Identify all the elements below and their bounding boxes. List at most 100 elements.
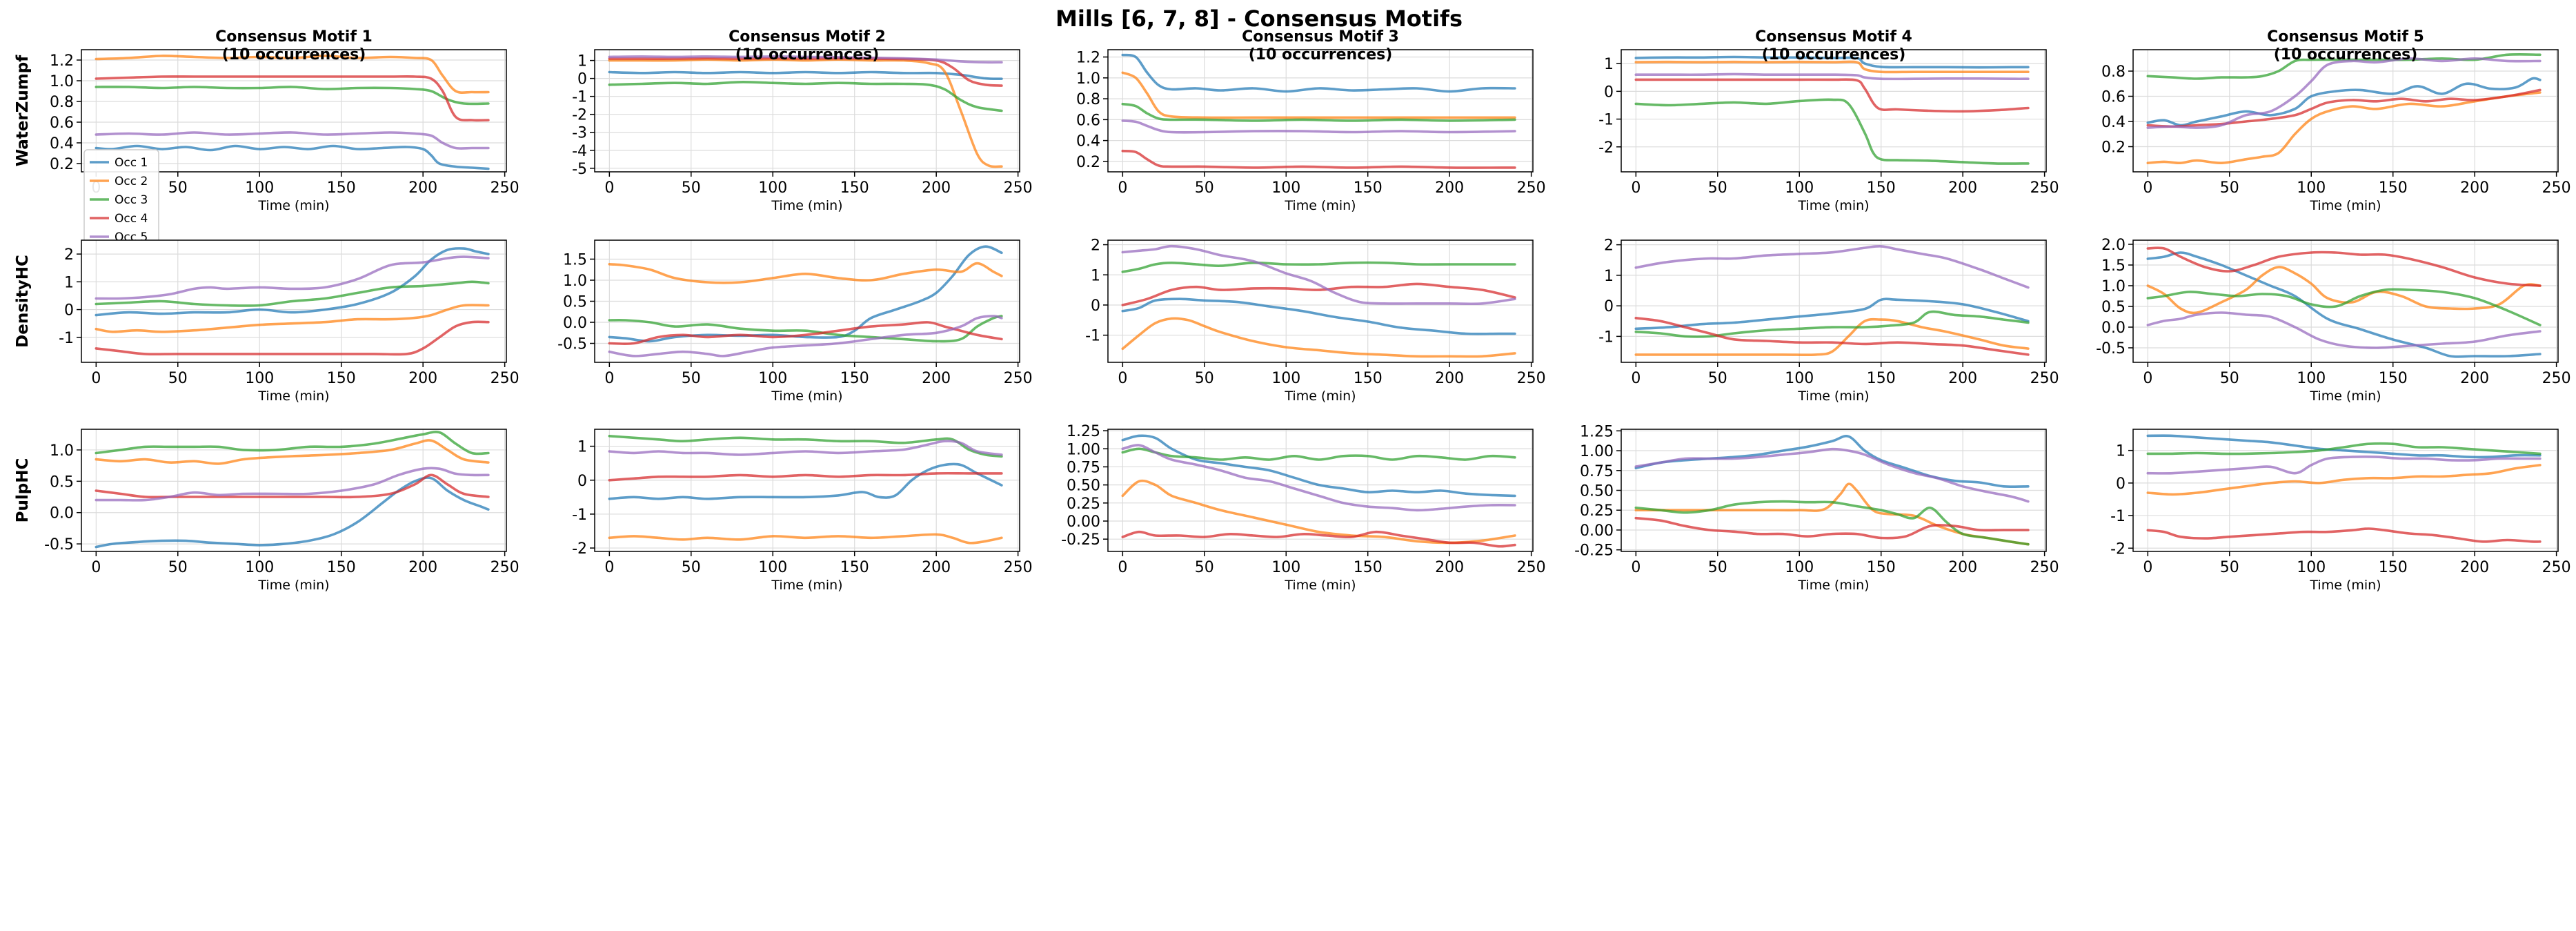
x-tick-label: 50 [1708,559,1727,576]
x-tick-label: 250 [2030,179,2059,197]
series-line-occ-1 [1121,53,1516,93]
x-tick-label: 50 [682,370,701,387]
x-tick-label: 150 [1867,559,1896,576]
y-tick-label: 0.5 [563,294,587,311]
x-tick-label: 150 [840,559,869,576]
x-tick-label: 200 [1435,559,1464,576]
x-tick-label: 250 [491,179,519,197]
x-tick-label: 200 [922,559,951,576]
x-tick-label: 100 [758,370,787,387]
y-tick-label: -1 [572,507,587,524]
subplot-r3-c4: 0 50 100 150 200 250 -0.25 0.00 0.25 0.50 0.75 1.00… [1574,423,2059,593]
x-tick-label: 200 [1948,179,1977,197]
y-tick-label: -2 [572,540,587,558]
plot-area [2133,50,2558,172]
series-line-occ-3 [608,435,1003,458]
x-tick-label: 100 [1271,559,1300,576]
series-line-occ-2 [2146,464,2542,496]
plot-area [1108,240,1533,362]
y-tick-label: 0.8 [2101,63,2126,81]
x-tick-label: 200 [1435,370,1464,387]
y-tick-label: -1 [1598,112,1614,129]
series-line-occ-5 [608,315,1003,357]
x-tick-label: 250 [1004,559,1033,576]
x-tick-label: 0 [91,559,101,576]
x-tick-label: 150 [2379,559,2408,576]
subplot-r3-c2: 0 50 100 150 200 250 -2 -1 0 1 Time (min) [572,429,1033,593]
series-line-occ-1 [95,144,490,170]
y-tick-label: 0.0 [2101,320,2126,337]
series-line-occ-3 [95,86,490,106]
x-tick-label: 100 [1785,179,1814,197]
subplot-r1-c5: 0 50 100 150 200 250 0.2 0.4 0.6 0.8 Time (min) Con… [2101,28,2571,213]
series-line-occ-2 [2146,266,2542,315]
series-line-occ-4 [2146,88,2542,128]
x-axis-label: Time (min) [1797,389,1869,404]
plot-area [1621,240,2046,362]
x-tick-label: 200 [408,179,437,197]
x-tick-label: 200 [1948,370,1977,387]
y-tick-label: 0.8 [50,94,74,111]
series-line-occ-5 [1634,447,2030,503]
x-tick-label: 100 [245,559,274,576]
y-tick-label: -0.25 [1574,542,1614,560]
y-tick-label: 0.00 [1067,513,1100,531]
series-line-occ-2 [95,55,490,94]
y-tick-label: 0 [577,473,587,490]
axes-frame [1107,49,1534,173]
y-tick-label: 1.0 [50,73,74,90]
x-tick-label: 50 [1195,370,1214,387]
x-tick-label: 250 [2542,179,2571,197]
y-tick-label: 1.0 [1076,70,1100,88]
y-tick-label: 0.2 [2101,139,2126,157]
subplot-r2-c2: 0 50 100 150 200 250 -0.5 0.0 0.5 1.0 1.5 Time (min… [557,239,1033,404]
series-line-occ-1 [2146,251,2542,358]
y-tick-label: 0.4 [50,135,74,153]
x-tick-label: 0 [604,370,614,387]
series-line-occ-3 [1634,98,2030,165]
plot-area [595,50,1020,172]
y-tick-label: -5 [572,161,587,178]
x-tick-label: 150 [1867,370,1896,387]
y-tick-label: 1.2 [1076,50,1100,67]
subplot-r1-c4: 0 50 100 150 200 250 -2 -1 0 1 Time (min) Consensus… [1598,28,2059,213]
y-axis-label: WaterZumpf [14,55,32,166]
axes-frame [594,49,1020,173]
x-axis-label: Time (min) [257,389,329,404]
series-line-occ-3 [1121,261,1516,273]
x-tick-label: 250 [1517,370,1546,387]
x-tick-label: 150 [327,179,356,197]
subplot-title: Consensus Motif 1 [215,28,373,46]
series-line-occ-2 [1634,60,2030,74]
y-tick-label: 1.0 [563,273,587,290]
x-axis-label: Time (min) [2309,198,2381,213]
x-tick-label: 0 [604,559,614,576]
y-tick-label: -1 [1085,328,1100,345]
y-tick-label: 0.4 [2101,114,2126,131]
x-tick-label: 0 [604,179,614,197]
x-axis-label: Time (min) [1284,578,1356,593]
y-tick-label: 1.5 [2101,257,2126,275]
x-tick-label: 50 [168,559,188,576]
x-tick-label: 200 [408,370,437,387]
y-tick-label: -0.5 [557,336,587,353]
x-tick-label: 0 [1631,370,1641,387]
x-tick-label: 150 [840,370,869,387]
x-tick-label: 200 [922,370,951,387]
series-line-occ-1 [608,462,1003,500]
series-line-occ-2 [608,533,1003,545]
y-tick-label: -2 [1598,139,1614,157]
series-line-occ-4 [2146,246,2542,287]
x-tick-label: 250 [2030,370,2059,387]
x-tick-label: 200 [1435,179,1464,197]
series-line-occ-1 [1121,434,1516,498]
series-line-occ-4 [95,75,490,122]
x-axis-label: Time (min) [2309,389,2381,404]
series-line-occ-2 [2146,91,2542,165]
x-axis-label: Time (min) [1797,578,1869,593]
x-tick-label: 50 [2220,559,2239,576]
x-tick-label: 0 [1118,559,1127,576]
x-tick-label: 0 [1118,179,1127,197]
x-axis-label: Time (min) [257,198,329,213]
